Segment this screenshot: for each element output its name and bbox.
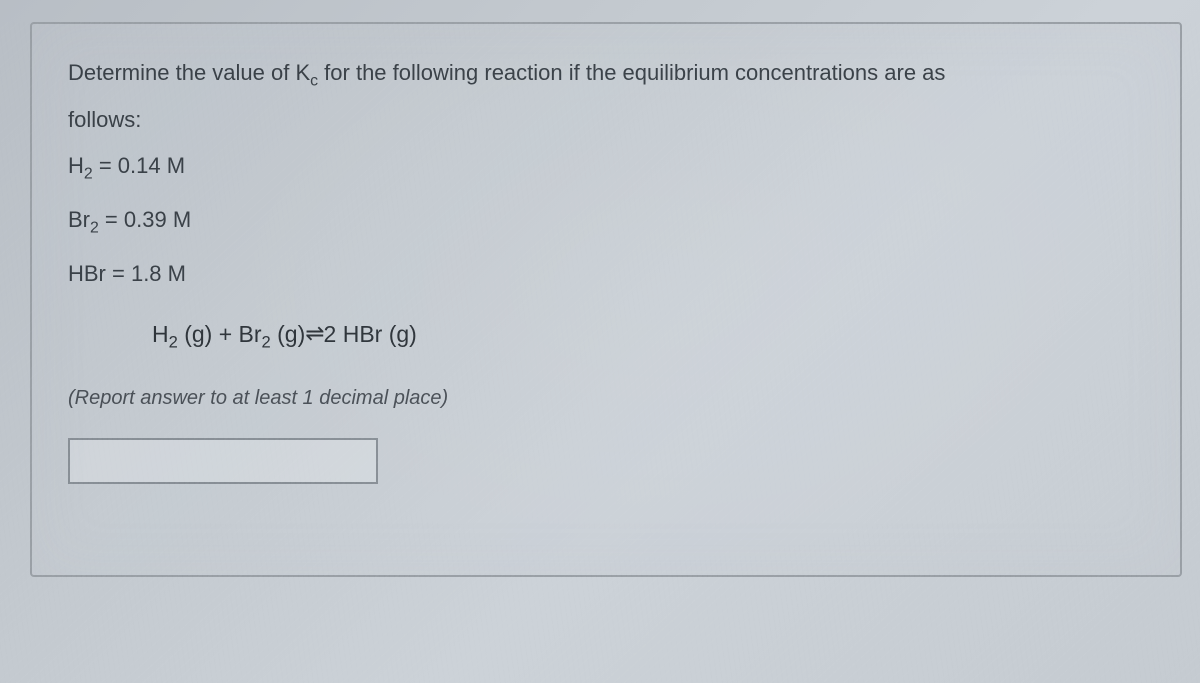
- product-coeff: 2: [324, 321, 343, 347]
- answer-input[interactable]: [68, 438, 378, 484]
- plus-sign: +: [212, 321, 238, 347]
- h2-sub: 2: [84, 165, 93, 182]
- reactant-2-sub: 2: [262, 333, 271, 352]
- product-1: HBr: [343, 321, 383, 347]
- concentration-hbr: HBr = 1.8 M: [68, 261, 1144, 287]
- reactant-1: H: [152, 321, 169, 347]
- reactant-2-phase: (g): [271, 321, 306, 347]
- h2-label: H: [68, 153, 84, 178]
- br2-sub: 2: [90, 219, 99, 236]
- question-prompt-line2: follows:: [68, 101, 1144, 138]
- br2-value: = 0.39 M: [99, 207, 191, 232]
- product-1-phase: (g): [382, 321, 417, 347]
- answer-instruction: (Report answer to at least 1 decimal pla…: [68, 387, 1144, 410]
- hbr-label: HBr: [68, 261, 106, 286]
- question-card: Determine the value of Kc for the follow…: [30, 22, 1182, 577]
- hbr-value: = 1.8 M: [106, 261, 186, 286]
- prompt-text-1: Determine the value of K: [68, 60, 310, 85]
- reaction-equation: H2 (g) + Br2 (g) ⇌ 2 HBr (g): [152, 321, 1144, 353]
- h2-value: = 0.14 M: [93, 153, 185, 178]
- br2-label: Br: [68, 207, 90, 232]
- reactant-1-phase: (g): [178, 321, 213, 347]
- equilibrium-arrow-icon: ⇌: [305, 320, 323, 347]
- concentration-br2: Br2 = 0.39 M: [68, 207, 1144, 237]
- prompt-text-1-cont: for the following reaction if the equili…: [318, 60, 945, 85]
- kc-subscript: c: [310, 72, 318, 89]
- reactant-1-sub: 2: [169, 333, 178, 352]
- concentration-h2: H2 = 0.14 M: [68, 153, 1144, 183]
- question-prompt: Determine the value of Kc for the follow…: [68, 54, 1144, 95]
- reactant-2: Br: [239, 321, 262, 347]
